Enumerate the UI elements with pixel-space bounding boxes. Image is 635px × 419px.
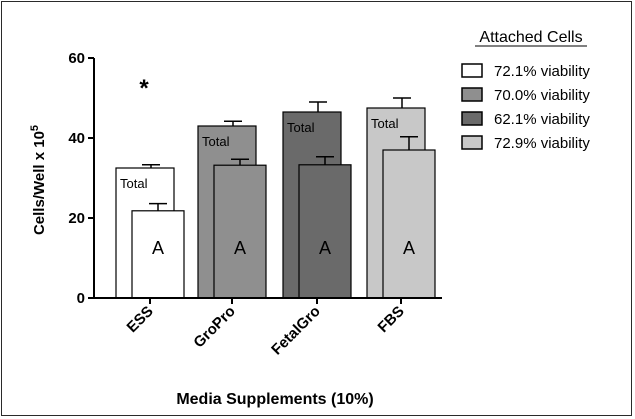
bar-attached-ess	[131, 210, 185, 299]
x-tick-label-ess: ESS	[124, 303, 157, 336]
bar-attached-fetalgro	[298, 164, 352, 299]
bars-layer: Total A Total A Total A Total A	[115, 97, 436, 299]
y-tick-label: 40	[68, 130, 85, 147]
axes-layer	[93, 58, 442, 299]
legend-entry-label: 72.1% viability	[494, 63, 590, 80]
significance-asterisk: *	[139, 75, 149, 102]
legend-swatch	[461, 87, 483, 102]
legend-title: Attached Cells	[479, 29, 582, 46]
bar-label-attached: A	[234, 238, 246, 258]
legend-swatch	[461, 111, 483, 126]
y-tick-label: 20	[68, 210, 85, 227]
bar-label-total: Total	[120, 176, 148, 191]
y-tick-label: 60	[68, 50, 85, 67]
legend-swatch	[461, 63, 483, 78]
bar-label-total: Total	[287, 120, 315, 135]
legend-swatch	[461, 135, 483, 150]
x-ticks: ESS GroPro FetalGro FBS	[124, 298, 408, 358]
bar-label-total: Total	[371, 116, 399, 131]
legend-entry-label: 72.9% viability	[494, 135, 590, 152]
bar-label-attached: A	[403, 238, 415, 258]
y-axis-label: Cells/Well x 105	[29, 125, 48, 235]
x-axis-label: Media Supplements (10%)	[176, 391, 373, 408]
bar-attached-fbs	[382, 149, 436, 299]
bar-label-attached: A	[152, 238, 164, 258]
legend-entry-label: 70.0% viability	[494, 87, 590, 104]
bar-label-attached: A	[319, 238, 331, 258]
y-ticks: 0 20 40 60	[68, 50, 94, 307]
legend: Attached Cells 72.1% viability 70.0% viab…	[461, 29, 590, 152]
x-tick-label-gropro: GroPro	[190, 303, 239, 352]
bar-label-total: Total	[202, 134, 230, 149]
y-tick-label: 0	[77, 290, 85, 307]
x-tick-label-fetalgro: FetalGro	[268, 303, 324, 359]
x-tick-label-fbs: FBS	[375, 303, 408, 336]
legend-entry-label: 62.1% viability	[494, 111, 590, 128]
bar-attached-gropro	[213, 164, 267, 299]
